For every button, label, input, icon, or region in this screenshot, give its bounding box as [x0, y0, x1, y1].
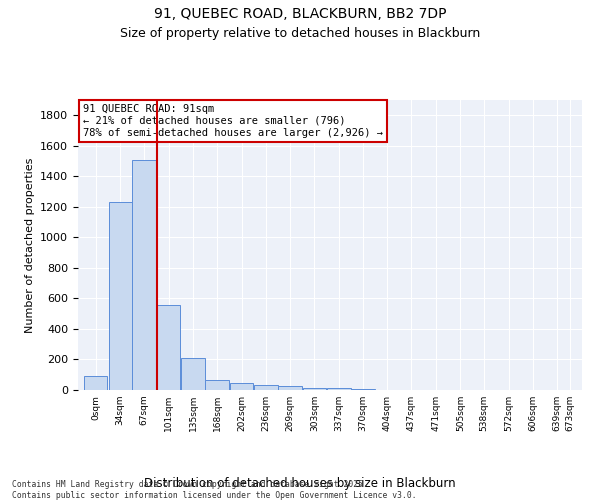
Y-axis label: Number of detached properties: Number of detached properties [25, 158, 35, 332]
Bar [327, 388, 351, 390]
Bar [181, 358, 205, 390]
Bar [205, 380, 229, 390]
Bar [157, 304, 181, 390]
Bar [84, 376, 107, 390]
Bar [351, 389, 374, 390]
Bar [254, 384, 278, 390]
Bar [278, 386, 302, 390]
Text: Contains HM Land Registry data © Crown copyright and database right 2025.
Contai: Contains HM Land Registry data © Crown c… [12, 480, 416, 500]
Text: 91 QUEBEC ROAD: 91sqm
← 21% of detached houses are smaller (796)
78% of semi-det: 91 QUEBEC ROAD: 91sqm ← 21% of detached … [83, 104, 383, 138]
Bar [109, 202, 132, 390]
Text: 91, QUEBEC ROAD, BLACKBURN, BB2 7DP: 91, QUEBEC ROAD, BLACKBURN, BB2 7DP [154, 8, 446, 22]
Bar [303, 388, 326, 390]
Text: Distribution of detached houses by size in Blackburn: Distribution of detached houses by size … [144, 477, 456, 490]
Bar [230, 383, 253, 390]
Bar [133, 160, 156, 390]
Text: Size of property relative to detached houses in Blackburn: Size of property relative to detached ho… [120, 28, 480, 40]
